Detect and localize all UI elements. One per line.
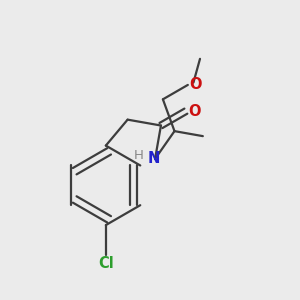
Text: Cl: Cl — [98, 256, 114, 272]
Text: N: N — [147, 152, 160, 166]
Text: O: O — [189, 77, 202, 92]
Text: H: H — [134, 149, 144, 162]
Text: O: O — [188, 103, 200, 118]
